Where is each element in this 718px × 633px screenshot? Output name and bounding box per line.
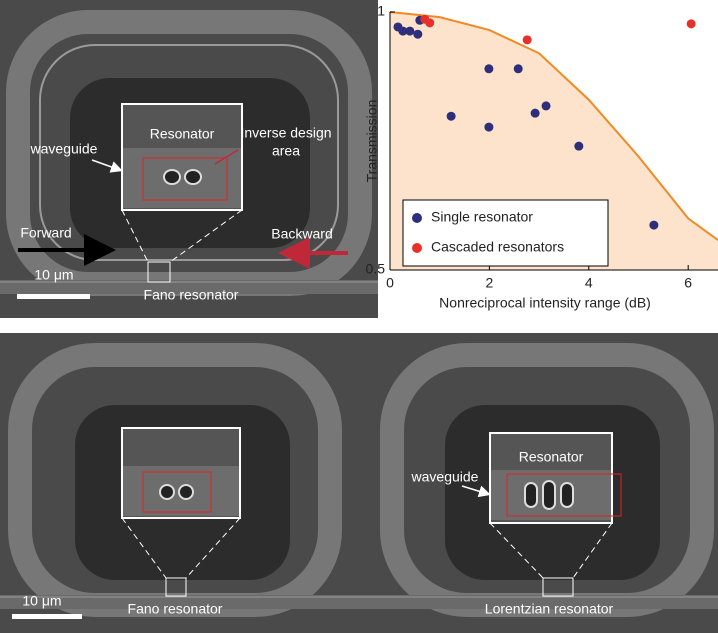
waveguide-label: waveguide (411, 469, 479, 485)
legend-marker (412, 213, 422, 223)
scale-label: 10 μm (34, 267, 73, 283)
data-point (523, 35, 532, 44)
data-point (542, 101, 551, 110)
inverse-design-label: Inverse design (240, 125, 331, 141)
data-point (687, 19, 696, 28)
data-point (574, 142, 583, 151)
device-label: Lorentzian resonator (485, 601, 614, 617)
legend-label: Single resonator (431, 209, 533, 225)
waveguide-label: waveguide (30, 141, 98, 157)
data-point (447, 112, 456, 121)
x-tick-label: 2 (485, 275, 493, 291)
data-point (531, 109, 540, 118)
legend-marker (412, 243, 422, 253)
x-tick-label: 6 (684, 275, 692, 291)
data-point (484, 64, 493, 73)
device-label: Fano resonator (144, 287, 239, 303)
backward-label: Backward (271, 226, 332, 242)
inverse-design-label: area (272, 143, 300, 159)
data-point (405, 27, 414, 36)
y-axis-title: Transmission (364, 100, 380, 183)
top-sem-image: Resonator Inverse design area waveguide … (0, 0, 378, 318)
x-tick-label: 4 (585, 275, 593, 291)
page: {"top_image": {"inset_title": "Resonator… (0, 0, 718, 633)
inset-title: Resonator (519, 449, 584, 465)
y-tick-label: 0.5 (366, 261, 386, 277)
x-axis-title: Nonreciprocal intensity range (dB) (439, 295, 651, 311)
data-point (413, 30, 422, 39)
device-label: Fano resonator (128, 601, 223, 617)
data-point (514, 64, 523, 73)
figure: Resonator Inverse design area waveguide … (0, 0, 718, 633)
bottom-sem-image: 10 μm Fano resonator Resonator waveguide… (0, 333, 718, 633)
inset-title: Resonator (150, 126, 215, 142)
y-tick-label: 1 (377, 3, 385, 19)
scatter-chart: Nonreciprocal intensity range (dB) Trans… (364, 3, 718, 311)
data-point (425, 18, 434, 27)
legend-label: Cascaded resonators (431, 239, 564, 255)
data-point (649, 221, 658, 230)
forward-label: Forward (20, 225, 71, 241)
data-point (484, 123, 493, 132)
scale-label: 10 μm (22, 593, 61, 609)
x-tick-label: 0 (386, 275, 394, 291)
